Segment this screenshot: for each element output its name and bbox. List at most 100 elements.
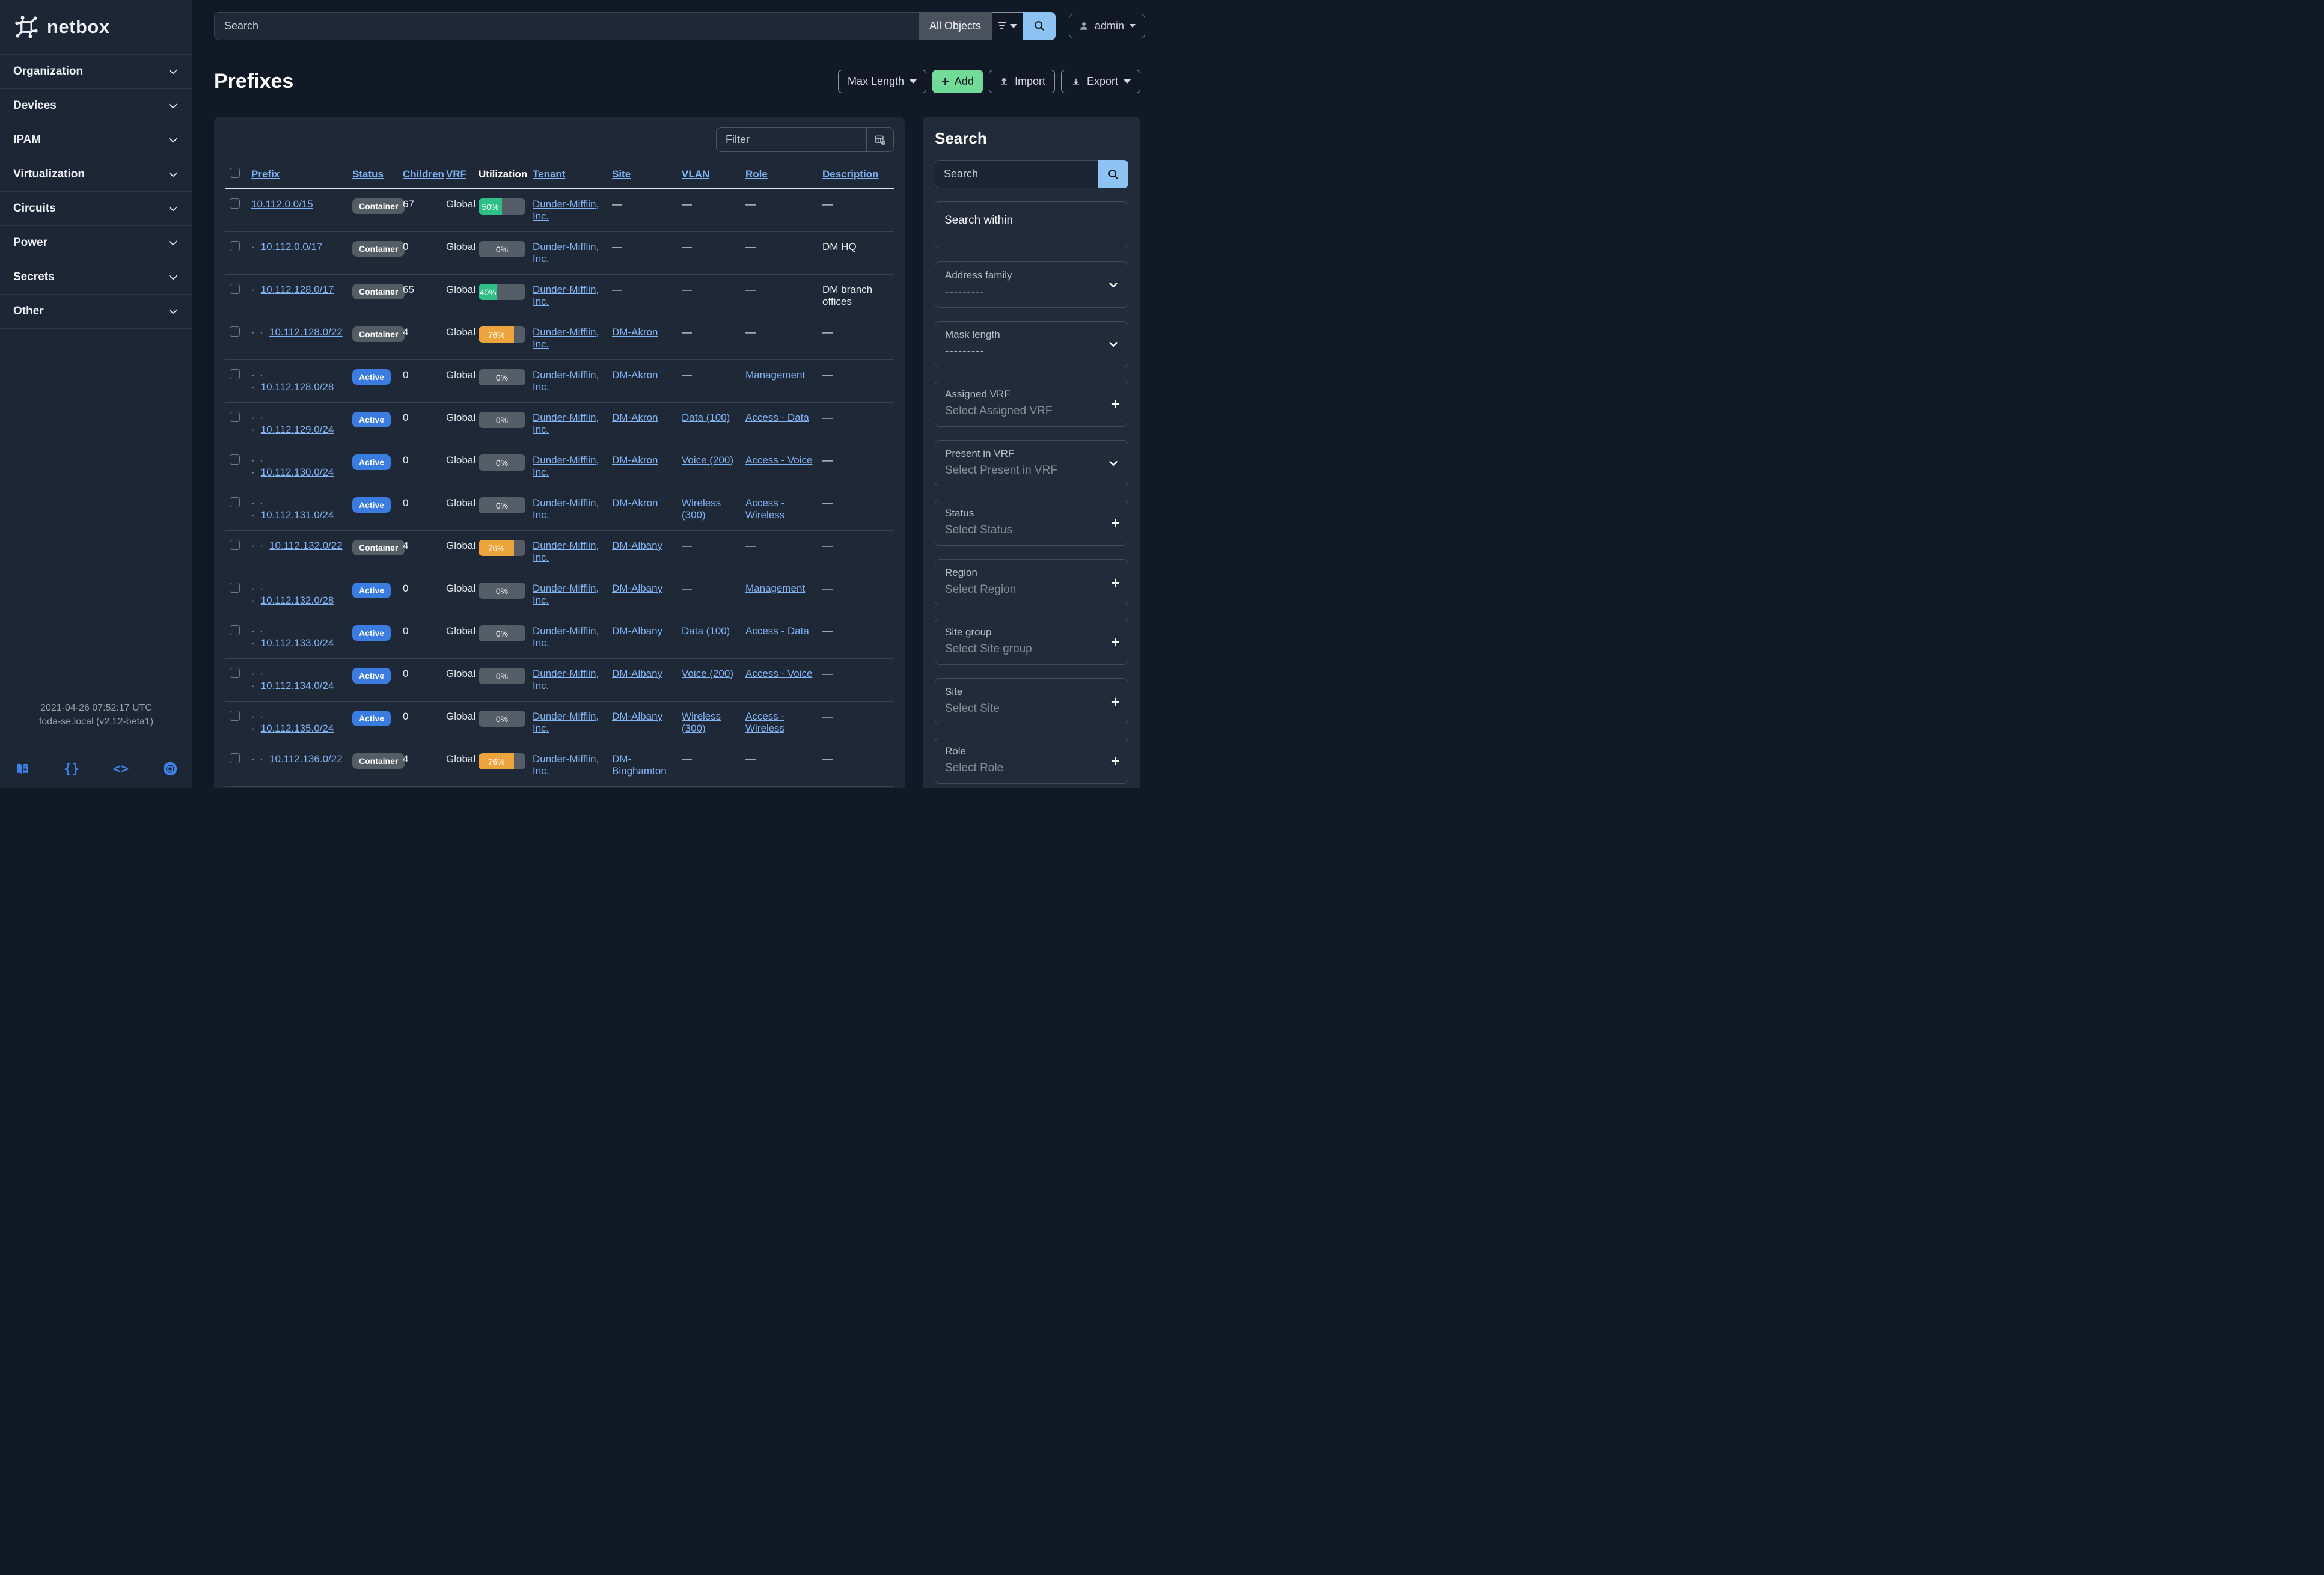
sidebar-item-virtualization[interactable]: Virtualization [0,158,192,192]
import-button[interactable]: Import [988,70,1055,93]
site-link[interactable]: DM-Albany [612,711,663,722]
tenant-link[interactable]: Dunder-Mifflin, Inc. [533,497,599,521]
tenant-link[interactable]: Dunder-Mifflin, Inc. [533,326,599,350]
column-header-site[interactable]: Site [612,168,631,180]
plus-icon[interactable]: + [1110,751,1120,770]
site-link[interactable]: DM-Albany [612,540,663,551]
table-configure-button[interactable] [866,127,894,152]
vlan-link[interactable]: Voice (200) [682,668,733,679]
site-link[interactable]: DM-Albany [612,668,663,679]
row-checkbox[interactable] [230,668,240,678]
panel-search-input[interactable] [935,160,1098,188]
prefix-link[interactable]: 10.112.0.0/15 [251,198,313,210]
column-header-children[interactable]: Children [403,168,444,180]
vlan-link[interactable]: Data (100) [682,625,730,637]
select-all-checkbox[interactable] [230,168,240,178]
chevron-down-icon[interactable] [1107,338,1120,351]
tenant-link[interactable]: Dunder-Mifflin, Inc. [533,454,599,478]
vlan-link[interactable]: Voice (200) [682,454,733,466]
row-checkbox[interactable] [230,369,240,379]
source-code-icon[interactable]: <> [112,761,129,777]
site-link[interactable]: DM-Albany [612,583,663,594]
sidebar-item-organization[interactable]: Organization [0,55,192,89]
search-within-field[interactable]: Search within [935,201,1128,248]
vlan-link[interactable]: Data (100) [682,412,730,423]
prefix-link[interactable]: 10.112.0.0/17 [260,241,323,252]
chevron-down-icon[interactable] [1107,278,1120,292]
plus-icon[interactable]: + [1110,513,1120,532]
role-link[interactable]: Access - Wireless [745,497,785,521]
site-link[interactable]: DM-Akron [612,412,658,423]
column-header-tenant[interactable]: Tenant [533,168,566,180]
filter-field-status[interactable]: Status Select Status + [935,500,1128,546]
global-search-button[interactable] [1023,11,1056,40]
row-checkbox[interactable] [230,540,240,550]
row-checkbox[interactable] [230,326,240,337]
filter-field-assigned-vrf[interactable]: Assigned VRF Select Assigned VRF + [935,381,1128,427]
column-header-vrf[interactable]: VRF [446,168,466,180]
prefix-link[interactable]: 10.112.132.0/28 [260,595,334,606]
filter-field-site[interactable]: Site Select Site + [935,678,1128,724]
prefix-link[interactable]: 10.112.128.0/28 [260,381,334,393]
panel-search-button[interactable] [1098,160,1128,188]
sidebar-item-secrets[interactable]: Secrets [0,260,192,295]
sidebar-item-devices[interactable]: Devices [0,89,192,123]
prefix-link[interactable]: 10.112.134.0/24 [260,680,334,691]
row-checkbox[interactable] [230,198,240,209]
tenant-link[interactable]: Dunder-Mifflin, Inc. [533,668,599,691]
column-header-description[interactable]: Description [822,168,879,180]
plus-icon[interactable]: + [1110,692,1120,711]
role-link[interactable]: Access - Data [745,625,809,637]
site-link[interactable]: DM-Albany [612,625,663,637]
tenant-link[interactable]: Dunder-Mifflin, Inc. [533,198,599,222]
filter-field-role[interactable]: Role Select Role + [935,738,1128,784]
tenant-link[interactable]: Dunder-Mifflin, Inc. [533,369,599,393]
prefix-link[interactable]: 10.112.136.0/22 [269,753,343,765]
sidebar-item-other[interactable]: Other [0,295,192,329]
prefix-link[interactable]: 10.112.130.0/24 [260,466,334,478]
role-link[interactable]: Access - Data [745,412,809,423]
search-filter-dropdown-button[interactable] [991,11,1023,40]
add-button[interactable]: + Add [932,70,983,93]
filter-field-mask-length[interactable]: Mask length --------- [935,321,1128,367]
prefix-link[interactable]: 10.112.131.0/24 [260,509,334,521]
role-link[interactable]: Access - Wireless [745,711,785,734]
site-link[interactable]: DM-Akron [612,369,658,381]
sidebar-item-power[interactable]: Power [0,226,192,260]
column-header-prefix[interactable]: Prefix [251,168,280,180]
plus-icon[interactable]: + [1110,394,1120,413]
prefix-link[interactable]: 10.112.129.0/24 [260,424,334,435]
prefix-link[interactable]: 10.112.132.0/22 [269,540,343,551]
site-link[interactable]: DM-Akron [612,454,658,466]
filter-field-address-family[interactable]: Address family --------- [935,261,1128,308]
plus-icon[interactable]: + [1110,573,1120,592]
role-link[interactable]: Management [745,583,806,594]
user-menu-button[interactable]: admin [1068,13,1145,38]
role-link[interactable]: Access - Voice [745,454,813,466]
tenant-link[interactable]: Dunder-Mifflin, Inc. [533,711,599,734]
row-checkbox[interactable] [230,454,240,465]
export-button[interactable]: Export [1060,70,1140,93]
row-checkbox[interactable] [230,412,240,422]
row-checkbox[interactable] [230,711,240,721]
sidebar-item-ipam[interactable]: IPAM [0,123,192,158]
prefix-link[interactable]: 10.112.135.0/24 [260,723,334,734]
filter-field-region[interactable]: Region Select Region + [935,559,1128,605]
site-link[interactable]: DM-Akron [612,497,658,509]
filter-field-present-in-vrf[interactable]: Present in VRF Select Present in VRF [935,440,1128,486]
tenant-link[interactable]: Dunder-Mifflin, Inc. [533,583,599,606]
row-checkbox[interactable] [230,284,240,294]
column-header-role[interactable]: Role [745,168,768,180]
role-link[interactable]: Management [745,369,806,381]
row-checkbox[interactable] [230,583,240,593]
max-length-button[interactable]: Max Length [838,70,927,93]
site-link[interactable]: DM-Binghamton [612,753,667,777]
column-header-status[interactable]: Status [352,168,384,180]
table-filter-input[interactable] [716,127,866,152]
tenant-link[interactable]: Dunder-Mifflin, Inc. [533,412,599,435]
api-braces-icon[interactable]: {} [63,761,80,777]
help-lifebuoy-icon[interactable] [162,761,178,777]
chevron-down-icon[interactable] [1107,457,1120,470]
prefix-link[interactable]: 10.112.133.0/24 [260,637,334,649]
vlan-link[interactable]: Wireless (300) [682,711,721,734]
